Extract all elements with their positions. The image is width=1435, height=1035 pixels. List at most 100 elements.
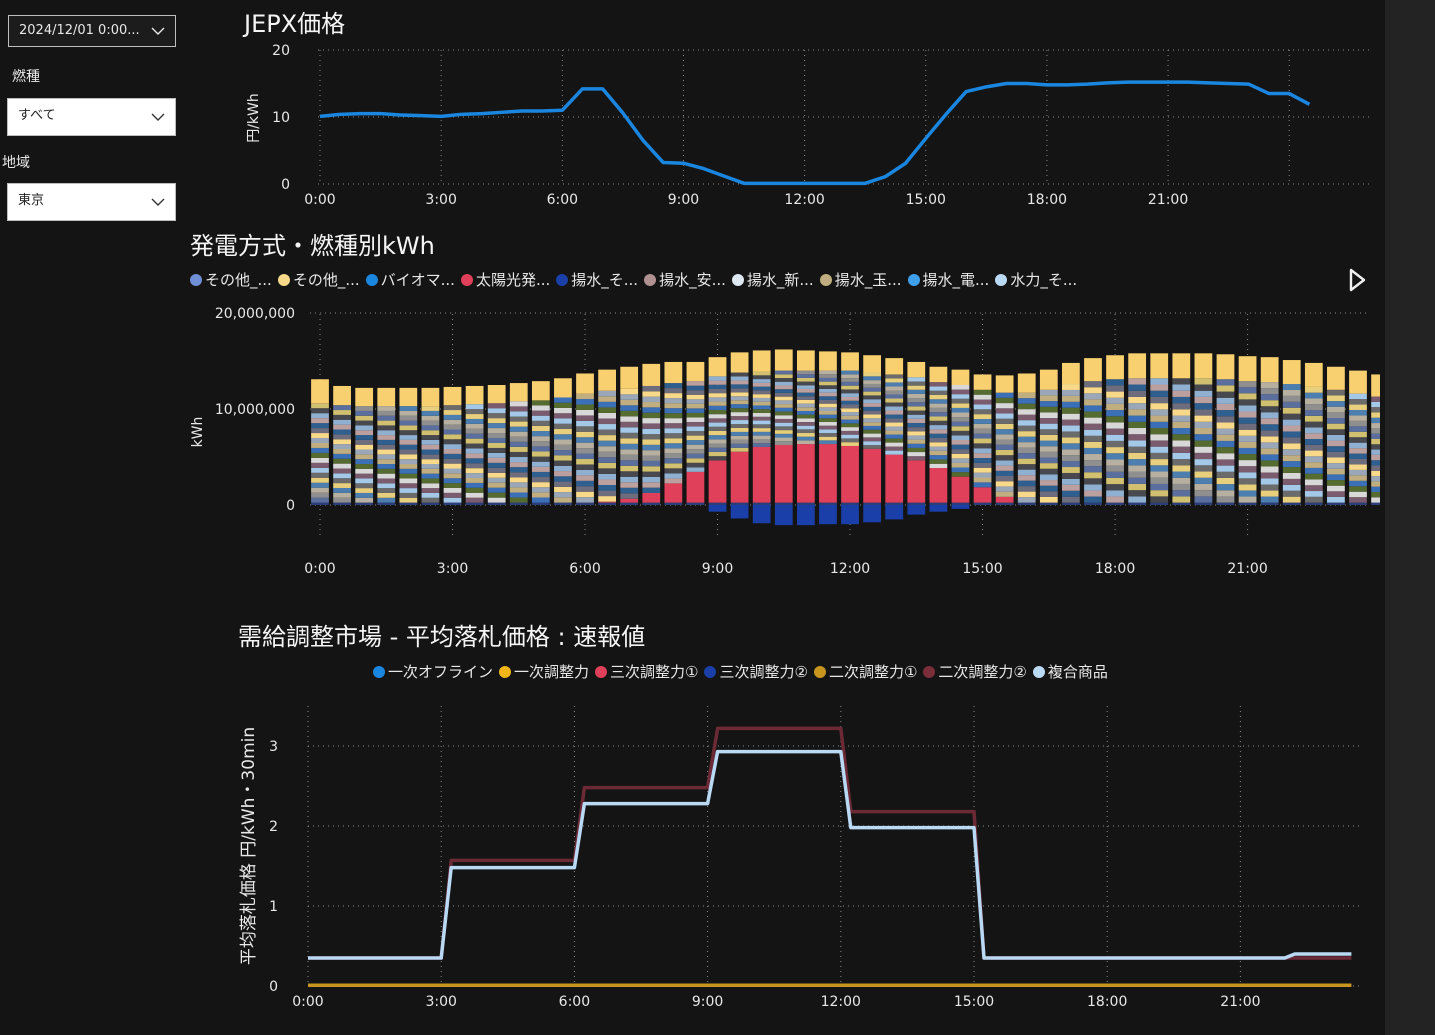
bar-segment	[1238, 447, 1257, 455]
x-tick-label: 18:00	[1095, 561, 1135, 577]
bar-segment	[774, 411, 793, 416]
bar-segment	[531, 420, 550, 426]
generation-legend-item[interactable]: バイオマ...	[365, 269, 455, 290]
bar-segment	[421, 430, 440, 436]
bar-segment	[841, 389, 859, 394]
date-dropdown[interactable]: 2024/12/01 0:00...	[8, 15, 176, 47]
reserve-legend-item[interactable]: 三次調整力②	[704, 661, 808, 682]
bar-segment	[1260, 406, 1279, 413]
bar-segment	[841, 423, 859, 428]
bar-segment	[1106, 465, 1124, 472]
bar-segment	[841, 385, 859, 390]
bar-segment	[686, 403, 705, 409]
bar-segment	[487, 477, 506, 483]
generation-legend-item[interactable]: 揚水_そ...	[556, 269, 638, 290]
bar-segment	[1039, 429, 1058, 435]
bar-segment	[1194, 446, 1213, 453]
legend-dot-icon	[595, 666, 608, 678]
bar-segment	[531, 502, 550, 505]
bar-segment	[1304, 485, 1323, 492]
bar-segment	[1062, 484, 1080, 491]
bar-segment	[841, 378, 859, 382]
region-dropdown[interactable]: 東京	[7, 183, 176, 221]
bar-segment	[1172, 409, 1191, 416]
bar-segment	[1327, 468, 1345, 475]
reserve-legend-item[interactable]: 二次調整力①	[813, 661, 917, 682]
bar-segment	[1216, 385, 1235, 392]
bar-segment	[951, 444, 970, 450]
bar-segment	[774, 437, 793, 442]
bar-segment	[1349, 491, 1367, 498]
legend-next-button[interactable]	[1347, 268, 1367, 292]
bar-segment	[399, 449, 418, 455]
bar-segment	[796, 381, 815, 386]
bar-segment	[752, 409, 771, 414]
bar-segment	[664, 458, 683, 464]
generation-legend-item[interactable]: 揚水_安...	[644, 269, 726, 290]
bar-segment	[1128, 378, 1147, 385]
bar-segment	[796, 410, 815, 415]
bar-segment	[929, 437, 948, 443]
bar-segment	[973, 482, 992, 488]
generation-legend-item[interactable]: 揚水_新...	[731, 269, 814, 290]
bar-segment	[598, 490, 616, 497]
chevron-down-icon	[151, 99, 165, 135]
bar-segment	[554, 465, 572, 472]
bar-segment	[487, 487, 506, 493]
bar-segment	[819, 407, 837, 411]
bar-segment	[907, 398, 926, 403]
bar-segment	[951, 435, 970, 441]
legend-dot-icon	[704, 666, 717, 678]
bar-segment	[421, 406, 440, 411]
bar-segment	[1128, 465, 1147, 472]
generation-legend-item[interactable]: 揚水_玉...	[819, 269, 902, 290]
bar-segment	[708, 414, 727, 419]
bar-segment	[907, 443, 926, 448]
bar-segment	[819, 418, 837, 423]
generation-legend-item[interactable]: 揚水_電...	[907, 269, 989, 290]
bar-segment	[1150, 471, 1169, 478]
bar-segment	[929, 505, 948, 512]
generation-legend-item[interactable]: その他_...	[190, 269, 272, 290]
generation-bar	[554, 378, 572, 505]
bar-segment	[1260, 454, 1279, 461]
x-tick-label: 21:00	[1148, 192, 1188, 208]
bar-segment	[907, 427, 926, 432]
bar-segment	[951, 430, 970, 436]
reserve-legend-item[interactable]: 三次調整力①	[595, 661, 698, 682]
bar-segment	[774, 378, 793, 382]
bar-segment	[863, 410, 882, 415]
reserve-legend-item[interactable]: 二次調整力②	[923, 661, 1027, 682]
bar-segment	[531, 466, 550, 472]
bar-segment	[333, 497, 351, 503]
generation-legend-item[interactable]: 太陽光発...	[460, 269, 550, 290]
y-axis-label: 平均落札価格 円/kWh・30min	[239, 727, 259, 965]
bar-segment	[686, 417, 705, 422]
bar-segment	[774, 407, 793, 412]
bar-segment	[841, 445, 859, 503]
reserve-legend-item[interactable]: 一次調整力	[499, 661, 589, 682]
bar-segment	[1150, 477, 1169, 484]
bar-segment	[554, 497, 572, 503]
generation-legend-item[interactable]: その他_...	[277, 269, 360, 290]
bar-segment	[1106, 391, 1124, 398]
generation-bar	[1304, 362, 1323, 505]
bar-segment	[1194, 434, 1213, 441]
reserve-legend-item[interactable]: 一次オフライン	[373, 661, 493, 682]
bar-segment	[421, 454, 440, 460]
bar-segment	[863, 355, 882, 373]
bar-segment	[951, 369, 970, 385]
bar-segment	[819, 414, 837, 419]
fuel-dropdown[interactable]: すべて	[7, 98, 176, 136]
generation-bar	[576, 373, 594, 505]
bar-segment	[752, 424, 771, 429]
legend-dot-icon	[995, 274, 1008, 286]
reserve-legend-item[interactable]: 複合商品	[1032, 661, 1108, 682]
bar-segment	[1150, 490, 1169, 497]
bar-segment	[576, 459, 594, 465]
bar-segment	[841, 412, 859, 416]
bar-segment	[995, 455, 1014, 461]
bar-segment	[465, 418, 484, 424]
bar-segment	[421, 483, 440, 489]
generation-legend-item[interactable]: 水力_そ...	[995, 269, 1077, 290]
